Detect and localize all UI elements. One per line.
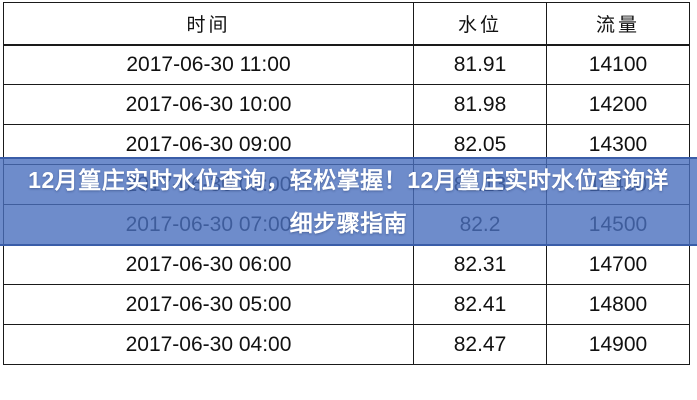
table-header-row: 时间 水位 流量 xyxy=(3,2,690,46)
table-row: 2017-06-30 10:00 81.98 14200 xyxy=(3,84,690,125)
cell-flow: 14700 xyxy=(546,244,690,285)
column-header-time: 时间 xyxy=(3,2,414,46)
cell-time: 2017-06-30 11:00 xyxy=(3,44,414,85)
cell-water-level: 82.47 xyxy=(413,324,547,365)
column-header-water-level: 水位 xyxy=(413,2,547,46)
table-row: 2017-06-30 06:00 82.31 14700 xyxy=(3,244,690,285)
column-header-flow: 流量 xyxy=(546,2,690,46)
cell-flow: 14800 xyxy=(546,284,690,325)
cell-water-level: 81.98 xyxy=(413,84,547,125)
cell-flow: 14200 xyxy=(546,84,690,125)
cell-time: 2017-06-30 05:00 xyxy=(3,284,414,325)
table-row: 2017-06-30 05:00 82.41 14800 xyxy=(3,284,690,325)
promo-headline: 12月篁庄实时水位查询，轻松掌握！12月篁庄实时水位查询详细步骤指南 xyxy=(28,166,669,236)
cell-flow: 14900 xyxy=(546,324,690,365)
table-row: 2017-06-30 11:00 81.91 14100 xyxy=(3,44,690,85)
table-header: 时间 水位 流量 xyxy=(3,2,690,46)
cell-time: 2017-06-30 10:00 xyxy=(3,84,414,125)
table-row: 2017-06-30 04:00 82.47 14900 xyxy=(3,324,690,365)
cell-water-level: 81.91 xyxy=(413,44,547,85)
cell-water-level: 82.31 xyxy=(413,244,547,285)
cell-time: 2017-06-30 04:00 xyxy=(3,324,414,365)
cell-water-level: 82.41 xyxy=(413,284,547,325)
cell-flow: 14100 xyxy=(546,44,690,85)
cell-time: 2017-06-30 06:00 xyxy=(3,244,414,285)
promo-overlay-banner: 12月篁庄实时水位查询，轻松掌握！12月篁庄实时水位查询详细步骤指南 xyxy=(0,157,697,246)
